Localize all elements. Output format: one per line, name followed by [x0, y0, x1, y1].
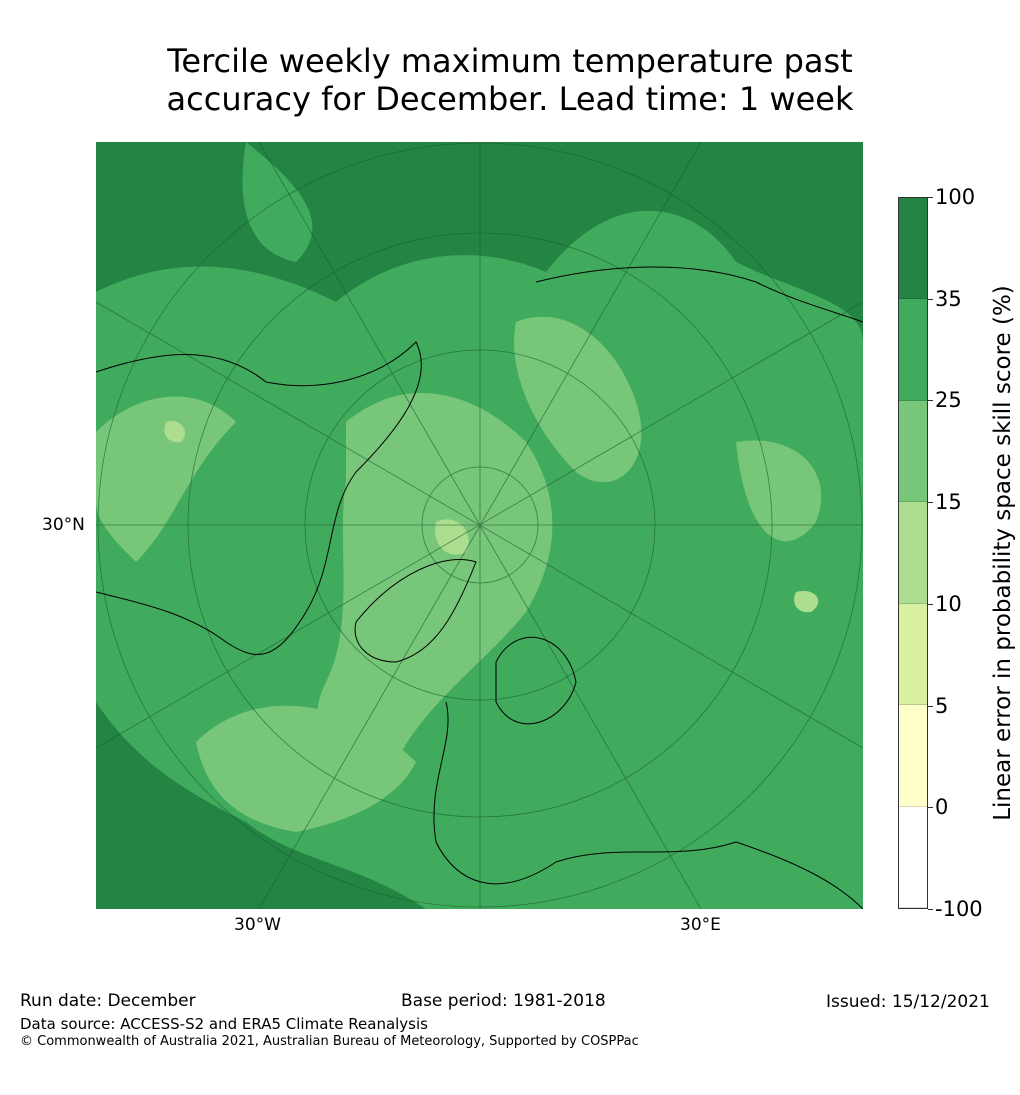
colorbar-tick-mark [928, 807, 933, 809]
colorbar-tick-label: 35 [935, 286, 962, 311]
colorbar-tick-mark [928, 298, 933, 300]
lon-label-30e: 30°E [680, 915, 721, 935]
skill-score-map [96, 142, 863, 909]
colorbar-tick-mark [928, 502, 933, 504]
colorbar-segment [899, 806, 927, 908]
colorbar-segment [899, 299, 927, 401]
chart-title-line1: Tercile weekly maximum temperature past [167, 42, 853, 80]
data-source: Data source: ACCESS-S2 and ERA5 Climate … [20, 1015, 428, 1033]
colorbar-segment [899, 502, 927, 604]
skill-regions-moderate [96, 316, 822, 832]
colorbar-tick-label: -100 [935, 897, 983, 921]
colorbar-tick-label: 25 [935, 388, 962, 413]
colorbar-segment [899, 705, 927, 807]
colorbar-tick-mark [928, 400, 933, 402]
colorbar-tick-mark [928, 603, 933, 605]
colorbar [898, 197, 928, 909]
colorbar-segment [899, 400, 927, 503]
colorbar-tick-label: 15 [935, 490, 962, 515]
copyright: © Commonwealth of Australia 2021, Austra… [20, 1034, 639, 1049]
colorbar-tick-label: 10 [935, 591, 962, 616]
coastlines [96, 266, 863, 909]
colorbar-tick-label: 5 [935, 693, 949, 718]
colorbar-segment [899, 603, 927, 706]
colorbar-tick-label: 100 [935, 185, 976, 209]
colorbar-label: Linear error in probability space skill … [990, 285, 1016, 821]
lon-label-30w: 30°W [234, 915, 281, 935]
colorbar-tick-mark [928, 197, 933, 198]
colorbar-tick-mark [928, 705, 933, 707]
chart-title-line2: accuracy for December. Lead time: 1 week [166, 80, 854, 118]
colorbar-segment [899, 198, 927, 300]
run-date: Run date: December [20, 991, 196, 1011]
issued-date: Issued: 15/12/2021 [826, 992, 990, 1012]
graticule [96, 142, 863, 909]
colorbar-tick-label: 0 [935, 795, 949, 820]
base-period: Base period: 1981-2018 [401, 991, 606, 1011]
colorbar-tick-mark [928, 909, 933, 910]
lat-label-30n: 30°N [42, 515, 85, 535]
